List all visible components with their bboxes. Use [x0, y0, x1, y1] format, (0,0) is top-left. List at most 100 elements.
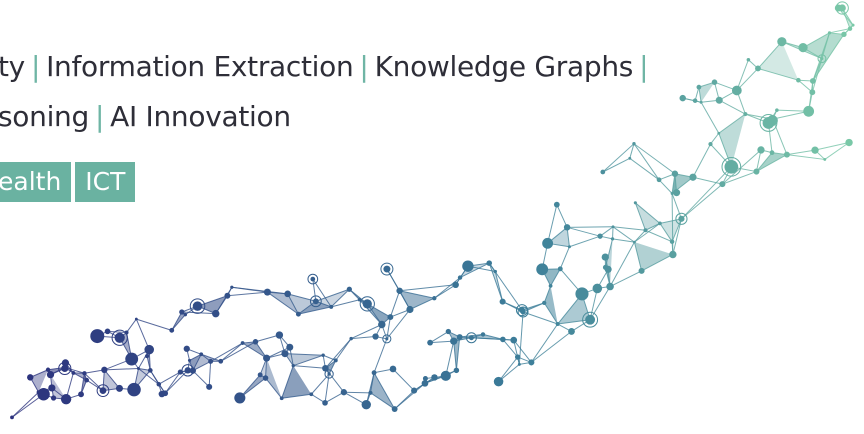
network-node: [187, 358, 192, 362]
network-edge: [681, 166, 732, 220]
tag-list: ealth ICT: [0, 162, 136, 202]
network-edge: [80, 373, 85, 395]
network-edge: [612, 226, 635, 243]
network-edge: [629, 157, 660, 181]
network-edge: [181, 311, 216, 315]
topic-ai-innovation: AI Innovation: [110, 100, 291, 133]
network-edge: [293, 365, 326, 369]
network-edge: [502, 339, 519, 358]
network-node: [820, 57, 824, 61]
network-edge: [266, 346, 290, 359]
network-edge: [343, 391, 371, 394]
network-edge: [369, 372, 375, 393]
network-node: [391, 406, 398, 412]
network-node: [827, 31, 832, 35]
network-edge: [373, 372, 396, 410]
network-node: [601, 253, 609, 261]
network-node: [678, 215, 685, 222]
network-node: [114, 332, 125, 343]
network-node: [62, 365, 67, 370]
network-facet: [635, 202, 660, 231]
network-edge: [659, 223, 673, 242]
network-node: [427, 339, 434, 346]
network-node: [440, 370, 451, 381]
topic-information-extraction: Information Extraction: [46, 50, 354, 83]
tag-ict[interactable]: ICT: [75, 162, 136, 202]
network-node: [147, 368, 153, 373]
network-edge: [645, 222, 661, 231]
network-node: [329, 304, 334, 309]
network-node: [633, 201, 637, 205]
network-edges: [11, 7, 854, 418]
network-edge: [331, 299, 360, 308]
network-edge: [786, 149, 816, 156]
network-node: [295, 311, 301, 317]
network-edge: [671, 193, 674, 255]
network-edge: [604, 238, 614, 268]
headline-fragment-start: soning: [0, 100, 89, 133]
network-node: [406, 305, 414, 314]
network-edge: [192, 360, 211, 372]
network-facet: [325, 360, 336, 375]
network-node: [542, 300, 547, 306]
network-node: [517, 362, 521, 366]
network-node: [252, 339, 259, 345]
network-node: [177, 369, 183, 375]
network-node: [567, 245, 571, 249]
tag-health[interactable]: ealth: [0, 162, 72, 202]
network-edge: [298, 300, 317, 315]
network-node-ring: [309, 295, 322, 308]
network-node: [493, 376, 504, 387]
network-edge: [641, 254, 674, 272]
network-node-ring: [817, 54, 827, 64]
network-node: [638, 267, 645, 274]
headline-line-1: ty | Information Extraction | Knowledge Grap…: [0, 50, 654, 83]
network-node: [125, 352, 139, 366]
network-node: [234, 392, 246, 404]
network-edge: [138, 368, 160, 385]
network-node: [82, 371, 87, 376]
network-node: [528, 359, 535, 366]
network-edge: [567, 226, 614, 228]
network-edge: [103, 369, 120, 389]
network-edge: [841, 7, 851, 29]
network-edge: [373, 338, 388, 373]
network-node: [783, 151, 790, 158]
network-facet: [287, 293, 316, 315]
network-node: [592, 283, 603, 294]
network-edge: [287, 293, 316, 302]
network-edge: [312, 279, 317, 302]
network-edge: [350, 324, 382, 340]
network-node: [124, 330, 129, 335]
network-edge: [399, 284, 456, 292]
network-node: [445, 328, 451, 335]
network-node: [777, 37, 787, 47]
network-node: [696, 84, 702, 90]
network-facet: [281, 365, 312, 399]
network-node: [431, 374, 438, 381]
headline-fragment-start: ty: [0, 50, 25, 83]
separator: |: [639, 50, 649, 83]
network-edge: [11, 391, 39, 418]
network-edge: [547, 204, 558, 244]
network-edge: [700, 102, 720, 134]
network-node: [71, 370, 76, 375]
network-node-ring: [517, 306, 529, 318]
network-node: [230, 285, 234, 289]
network-edge: [171, 314, 186, 331]
network-node-ring: [675, 212, 688, 225]
network-node-ring: [582, 311, 599, 328]
network-node: [611, 225, 615, 229]
network-facet: [757, 41, 799, 81]
network-node: [845, 138, 853, 147]
network-edge: [197, 295, 228, 307]
network-node: [606, 282, 614, 291]
network-node: [309, 392, 314, 397]
network-edge: [757, 41, 783, 69]
network-edge: [612, 238, 635, 243]
network-node: [510, 336, 518, 344]
network-node-ring: [382, 334, 392, 344]
network-node: [378, 320, 386, 329]
network-node: [385, 337, 389, 341]
network-node: [643, 228, 648, 233]
